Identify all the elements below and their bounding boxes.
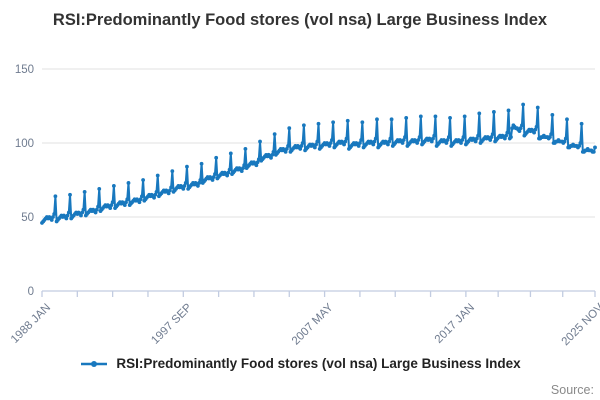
series-markers bbox=[40, 102, 597, 225]
x-tick-label-4: 2025 NOV bbox=[560, 301, 600, 348]
plot-area: 0 50 100 150 1988 JAN 1997 SEP 2007 MAY 2017 JA… bbox=[0, 55, 600, 350]
x-tick-label-3: 2017 JAN bbox=[433, 302, 477, 346]
chart-svg: 0 50 100 150 1988 JAN 1997 SEP 2007 MAY 2017 JA… bbox=[9, 64, 600, 348]
y-tick-label-100: 100 bbox=[15, 138, 34, 150]
y-tick-label-150: 150 bbox=[15, 64, 34, 76]
chart-title: RSI:Predominantly Food stores (vol nsa) … bbox=[52, 11, 548, 29]
x-tick-label-1: 1997 SEP bbox=[149, 301, 194, 346]
legend[interactable]: RSI:Predominantly Food stores (vol nsa) … bbox=[0, 356, 600, 371]
x-tick-label-2: 2007 MAY bbox=[290, 301, 336, 347]
legend-label: RSI:Predominantly Food stores (vol nsa) … bbox=[116, 356, 521, 371]
x-tick-label-0: 1988 JAN bbox=[9, 302, 53, 346]
y-tick-label-0: 0 bbox=[28, 286, 34, 298]
y-tick-label-50: 50 bbox=[21, 212, 34, 224]
source-label: Source: bbox=[550, 383, 594, 397]
legend-line-icon bbox=[81, 360, 108, 367]
